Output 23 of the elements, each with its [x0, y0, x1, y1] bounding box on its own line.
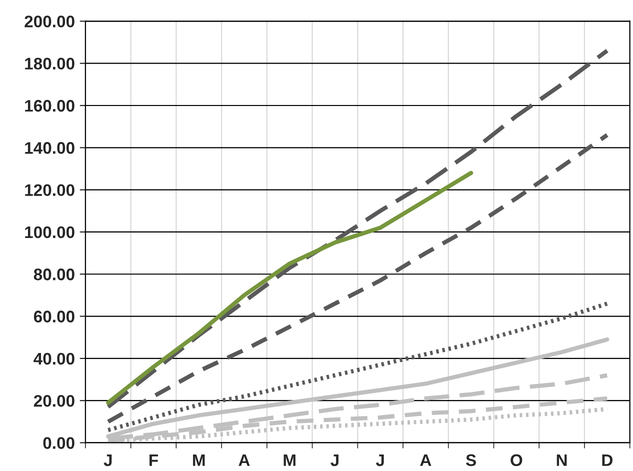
- x-tick-label: M: [284, 454, 296, 466]
- y-tick-label: 140.00: [25, 142, 74, 154]
- x-tick-label: J: [376, 454, 384, 466]
- y-tick-label: 100.00: [25, 226, 74, 238]
- x-tick-label: J: [330, 454, 338, 466]
- y-tick-label: 120.00: [25, 184, 74, 196]
- x-tick-label: O: [510, 454, 522, 466]
- x-tick-label: D: [602, 454, 612, 466]
- y-tick-label: 80.00: [34, 268, 74, 280]
- x-tick-label: A: [420, 454, 432, 466]
- x-tick-label: J: [104, 454, 112, 466]
- x-tick-label: F: [150, 454, 158, 466]
- x-tick-label: M: [193, 454, 205, 466]
- y-tick-label: 40.00: [34, 352, 74, 365]
- y-tick-label: 200.00: [24, 16, 74, 28]
- y-tick-label: 20.00: [34, 394, 74, 407]
- x-tick-label: A: [238, 454, 250, 466]
- y-tick-label: 180.00: [25, 58, 74, 70]
- y-tick-label: 160.00: [25, 100, 74, 112]
- y-tick-label: 0.00: [43, 437, 74, 449]
- x-tick-label: S: [466, 454, 476, 466]
- y-tick-label: 60.00: [34, 310, 74, 322]
- x-tick-label: N: [556, 454, 567, 466]
